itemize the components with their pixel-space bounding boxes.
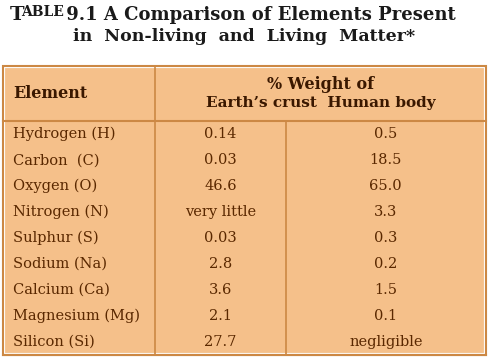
Text: 0.14: 0.14 xyxy=(204,127,236,141)
Text: Oxygen (O): Oxygen (O) xyxy=(13,179,97,193)
Text: Calcium (Ca): Calcium (Ca) xyxy=(13,283,110,297)
Text: negligible: negligible xyxy=(348,335,422,349)
Text: 1.5: 1.5 xyxy=(373,283,396,297)
Text: in  Non-living  and  Living  Matter*: in Non-living and Living Matter* xyxy=(73,28,415,45)
Text: very little: very little xyxy=(184,205,255,219)
Text: 0.5: 0.5 xyxy=(373,127,397,141)
Bar xyxy=(3,66,485,355)
Text: Nitrogen (N): Nitrogen (N) xyxy=(13,205,108,219)
Bar xyxy=(0,0,488,66)
Text: Magnesium (Mg): Magnesium (Mg) xyxy=(13,309,140,323)
Text: 0.1: 0.1 xyxy=(373,309,397,323)
Text: Hydrogen (H): Hydrogen (H) xyxy=(13,127,115,141)
Text: 3.6: 3.6 xyxy=(208,283,232,297)
Text: 0.03: 0.03 xyxy=(203,153,236,167)
Text: ABLE: ABLE xyxy=(21,5,64,19)
Text: Sulphur (S): Sulphur (S) xyxy=(13,231,99,245)
Text: Sodium (Na): Sodium (Na) xyxy=(13,257,107,271)
Text: 27.7: 27.7 xyxy=(204,335,236,349)
Text: T: T xyxy=(10,6,24,24)
Text: 3.3: 3.3 xyxy=(373,205,397,219)
Text: % Weight of: % Weight of xyxy=(266,76,373,93)
Text: Element: Element xyxy=(13,85,87,102)
Text: 0.03: 0.03 xyxy=(203,231,236,245)
Text: 65.0: 65.0 xyxy=(369,179,401,193)
Text: 18.5: 18.5 xyxy=(369,153,401,167)
Text: 0.3: 0.3 xyxy=(373,231,397,245)
Text: Carbon  (C): Carbon (C) xyxy=(13,153,99,167)
Text: Earth’s crust  Human body: Earth’s crust Human body xyxy=(205,96,434,110)
Text: Silicon (Si): Silicon (Si) xyxy=(13,335,95,349)
Text: 46.6: 46.6 xyxy=(203,179,236,193)
Bar xyxy=(3,66,485,355)
Text: 9.1 A Comparison of Elements Present: 9.1 A Comparison of Elements Present xyxy=(60,6,455,24)
Text: 2.8: 2.8 xyxy=(208,257,231,271)
Bar xyxy=(3,66,485,355)
Text: 0.2: 0.2 xyxy=(373,257,397,271)
Text: 2.1: 2.1 xyxy=(208,309,231,323)
